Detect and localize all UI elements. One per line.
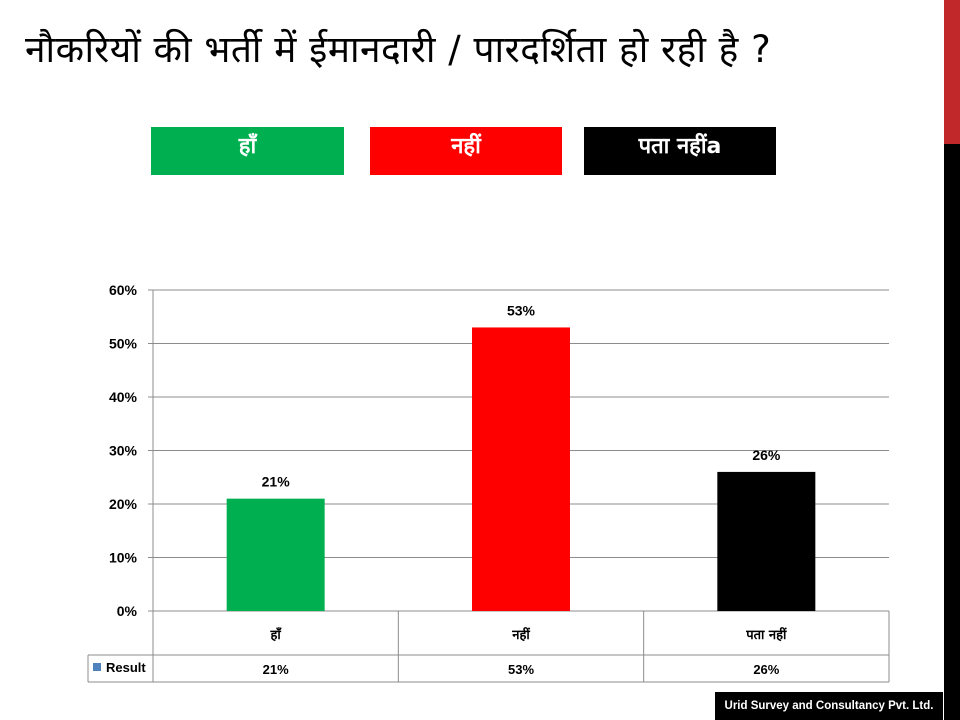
y-tick-label: 60% — [109, 282, 138, 298]
legend-box-dont-know: पता नहींa — [584, 127, 776, 175]
x-category-label: हाँ — [270, 627, 282, 643]
footer-credit: Urid Survey and Consultancy Pvt. Ltd. — [715, 692, 943, 720]
bar — [472, 327, 570, 611]
y-tick-label: 50% — [109, 336, 138, 352]
data-label: 26% — [752, 447, 781, 463]
slide-title: नौकरियों की भर्ती में ईमानदारी / पारदर्श… — [25, 28, 772, 71]
data-label: 21% — [262, 474, 291, 490]
x-category-label: पता नहीं — [745, 626, 787, 643]
y-tick-label: 40% — [109, 389, 138, 405]
table-value: 53% — [508, 662, 534, 677]
y-tick-label: 0% — [117, 603, 138, 619]
data-label: 53% — [507, 302, 536, 318]
accent-bar-red — [944, 0, 960, 144]
y-tick-label: 30% — [109, 443, 138, 459]
bar-chart: 0% 10% 20% 30% 40% 50% 60% 21% 53% 26% हाँ 21% नहीं 5… — [87, 282, 890, 683]
legend-box-no: नहीं — [370, 127, 562, 175]
series-legend-label: Result — [106, 660, 146, 675]
table-value: 21% — [263, 662, 289, 677]
x-category-label: नहीं — [511, 626, 530, 643]
bar — [226, 498, 325, 611]
bar — [717, 471, 816, 611]
series-legend-marker — [93, 663, 101, 671]
y-tick-label: 20% — [109, 496, 138, 512]
legend-box-yes: हाँ — [151, 127, 344, 175]
table-value: 26% — [753, 662, 779, 677]
accent-bar-black — [944, 144, 960, 720]
y-tick-label: 10% — [109, 550, 138, 566]
